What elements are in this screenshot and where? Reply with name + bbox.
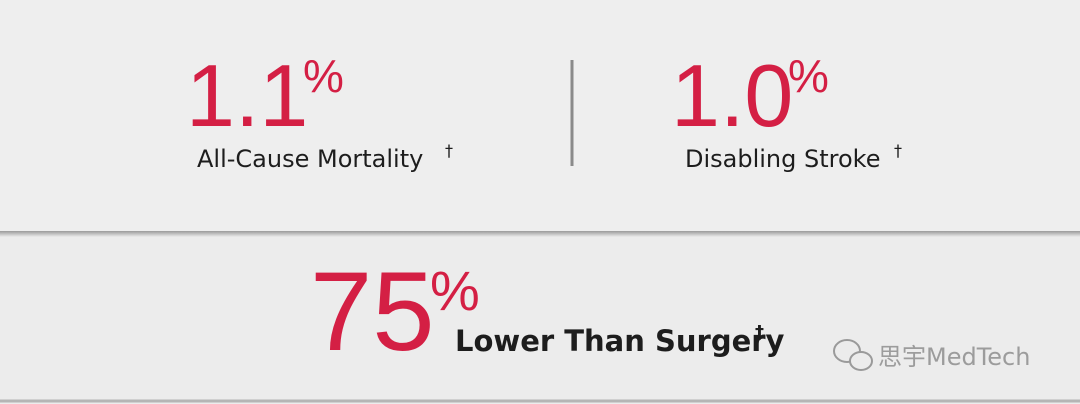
stat-note: † <box>445 141 453 160</box>
stat-label: Disabling Stroke <box>685 145 880 173</box>
watermark: 思宇MedTech <box>878 343 1030 371</box>
stat-unit: % <box>788 50 829 102</box>
section-divider <box>0 231 1080 237</box>
stat-label: Lower Than Surgery <box>455 324 785 358</box>
stat-note: † <box>755 322 764 343</box>
stat-value: 75 <box>310 249 435 374</box>
stat-value: 1.1 <box>186 46 308 145</box>
stat-note: † <box>894 141 902 160</box>
stat-label: All-Cause Mortality <box>197 145 423 173</box>
stat-value: 1.0 <box>671 46 793 145</box>
stat-unit: % <box>303 50 344 102</box>
stat-unit: % <box>430 259 480 322</box>
watermark-icon <box>833 339 873 371</box>
top-panel <box>0 0 1080 232</box>
